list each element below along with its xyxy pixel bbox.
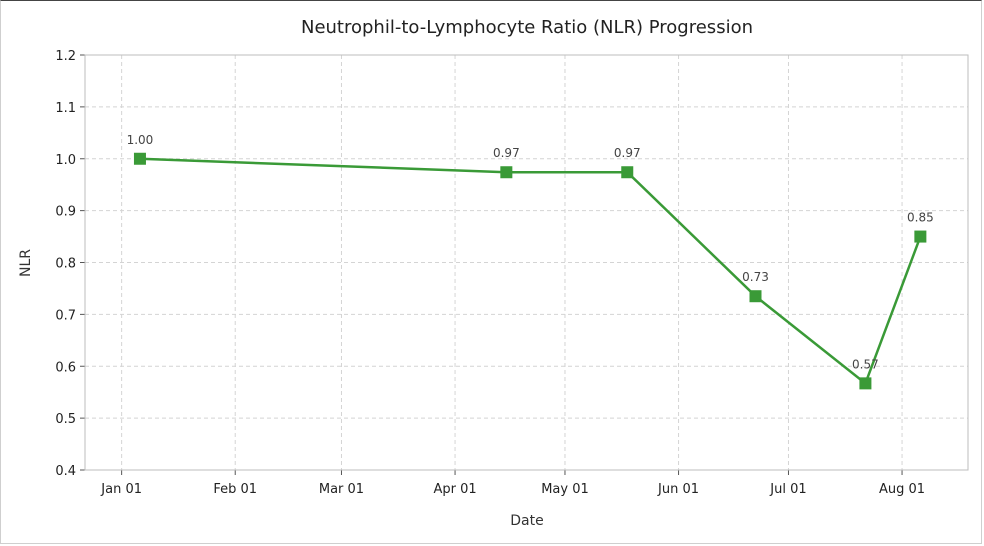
nlr-series-line xyxy=(139,157,922,385)
x-tick-label: Feb 01 xyxy=(213,482,257,497)
x-tick-label: May 01 xyxy=(541,482,589,497)
nlr-data-point xyxy=(914,230,927,243)
y-tick-label: 0.5 xyxy=(55,412,76,427)
y-tick-label: 1.0 xyxy=(55,153,76,168)
x-tick-label: Apr 01 xyxy=(433,482,476,497)
x-axis-label: Date xyxy=(510,513,543,529)
x-tick-label: Jan 01 xyxy=(100,482,142,497)
y-tick-label: 1.2 xyxy=(55,49,76,64)
x-tick-label: Mar 01 xyxy=(319,482,364,497)
plot-area-border xyxy=(84,54,969,471)
y-tick-label: 0.4 xyxy=(55,464,76,479)
grid-layer xyxy=(85,54,968,471)
nlr-data-label: 0.73 xyxy=(742,270,769,284)
y-tick-label: 0.8 xyxy=(55,257,76,272)
nlr-data-point xyxy=(500,166,513,179)
nlr-data-point xyxy=(133,152,146,165)
nlr-data-label: 0.97 xyxy=(493,146,520,160)
y-tick-label: 0.7 xyxy=(55,308,76,323)
y-tick-label: 0.9 xyxy=(55,205,76,220)
nlr-data-point xyxy=(859,377,872,390)
y-tick-label: 0.6 xyxy=(55,360,76,375)
y-tick-label: 1.1 xyxy=(55,101,76,116)
x-tick-label: Aug 01 xyxy=(879,482,925,497)
nlr-data-point xyxy=(749,290,762,303)
x-tick-label: Jul 01 xyxy=(769,482,806,497)
x-tick-label: Jun 01 xyxy=(657,482,699,497)
series-layer: 1.00 0.97 0.97 0.73 0.57 0.85 xyxy=(127,133,934,390)
nlr-data-label: 0.97 xyxy=(614,146,641,160)
axis-layer: Jan 01 Feb 01 Mar 01 Apr 01 May 01 Jun 01 Jul … xyxy=(55,49,969,497)
y-axis-label: NLR xyxy=(18,249,34,277)
nlr-data-point xyxy=(621,166,634,179)
chart-title: Neutrophil-to-Lymphocyte Ratio (NLR) Pro… xyxy=(301,17,753,38)
nlr-data-label: 1.00 xyxy=(127,133,154,147)
nlr-data-label: 0.57 xyxy=(852,357,879,371)
nlr-data-label: 0.85 xyxy=(907,211,934,225)
